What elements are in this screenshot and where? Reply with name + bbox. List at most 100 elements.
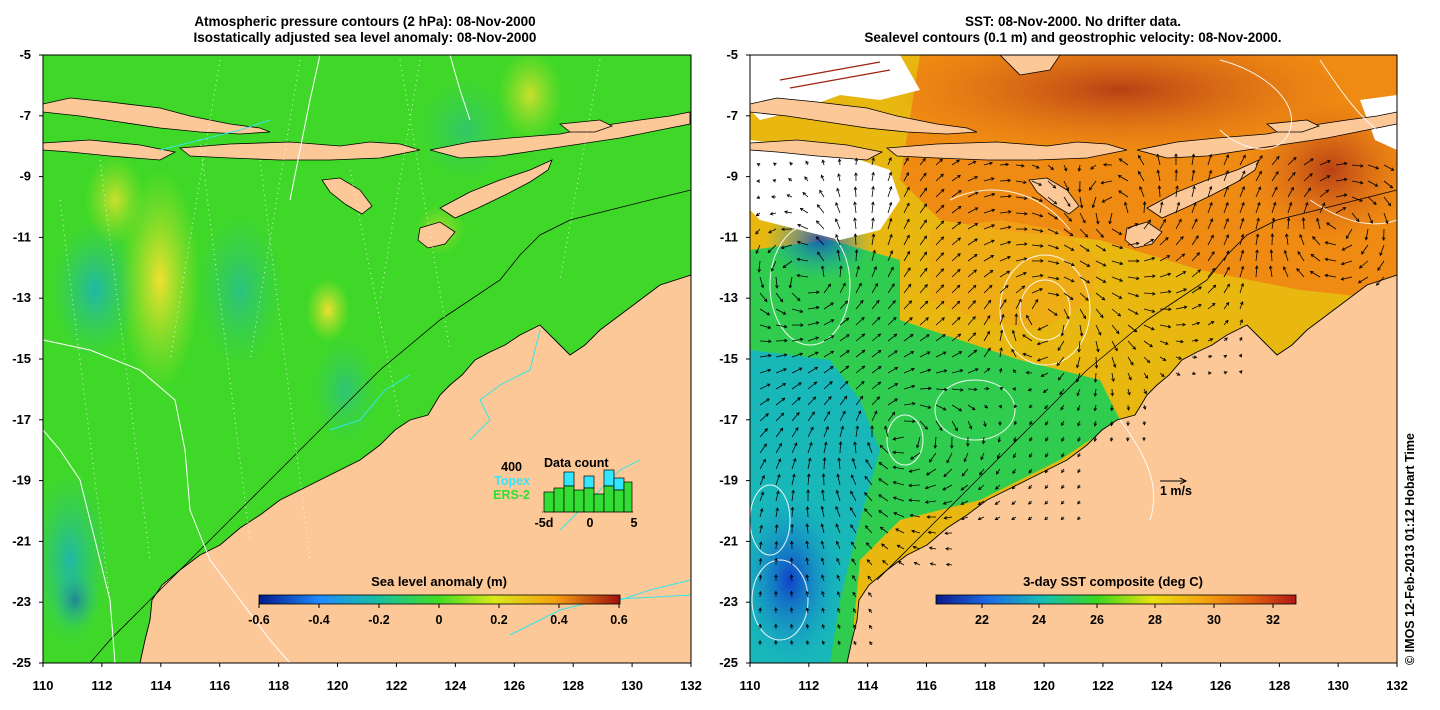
velocity-arrow [806,541,809,550]
velocity-arrowhead [987,347,991,352]
velocity-arrow [967,316,976,326]
velocity-arrowhead [1209,218,1214,222]
velocity-arrowhead [825,425,829,430]
velocity-arrow [817,251,825,262]
velocity-arrow [925,484,937,489]
velocity-arrow [935,404,946,411]
velocity-arrow [1319,175,1330,182]
velocity-arrowhead [790,639,794,644]
velocity-arrow [1223,234,1229,246]
velocity-arrow [878,494,889,502]
lon-label: 128 [1269,678,1291,693]
velocity-arrowhead [1008,194,1012,199]
velocity-arrow [919,300,928,310]
velocity-arrowhead [1162,218,1166,223]
velocity-arrow [887,283,895,294]
velocity-arrowhead [1242,154,1246,159]
velocity-arrowhead [856,265,860,270]
velocity-arrowhead [1118,158,1123,162]
velocity-arrowhead [1162,357,1167,361]
velocity-arrowhead [1013,454,1017,459]
velocity-arrow [837,591,841,598]
velocity-arrowhead [836,540,840,545]
velocity-arrow [1239,283,1244,294]
velocity-arrow [1124,202,1129,214]
velocity-arrowhead [889,233,893,238]
velocity-arrowhead [790,540,794,545]
velocity-arrow [1175,340,1184,343]
velocity-arrow [807,322,819,326]
velocity-arrowhead [1013,438,1017,442]
velocity-arrowhead [1045,421,1049,426]
velocity-arrowhead [844,300,849,305]
cloud-patch-west [750,140,900,240]
velocity-arrowhead [1212,284,1217,289]
velocity-arrow [1079,228,1088,238]
velocity-arrowhead [1225,218,1229,222]
velocity-arrow [983,209,995,214]
velocity-arrow [995,484,1001,490]
velocity-arrow [1379,244,1385,256]
velocity-arrow [879,445,889,454]
velocity-arrow [1031,164,1040,169]
velocity-arrowhead [1055,261,1060,265]
velocity-arrowhead [866,559,871,563]
velocity-arrowhead [978,486,982,491]
velocity-arrow [1191,304,1202,310]
velocity-arrowhead [893,316,897,321]
velocity-arrowhead [877,366,882,370]
velocity-arrow [1139,186,1145,198]
velocity-arrow [910,514,921,518]
velocity-arrowhead [835,202,839,206]
velocity-arrow [1287,217,1290,230]
velocity-arrowhead [1178,218,1182,223]
velocity-arrowhead [799,337,804,342]
velocity-arrow [1207,251,1215,262]
velocity-arrowhead [777,473,781,478]
velocity-arrowhead [1102,279,1107,283]
velocity-arrow [1095,324,1102,336]
velocity-arrowhead [1359,198,1363,202]
velocity-arrow [839,350,850,358]
velocity-arrow [999,299,1007,310]
velocity-arrowhead [1066,315,1070,320]
velocity-arrow [807,337,819,342]
velocity-arrowhead [850,474,855,479]
velocity-arrow [1031,180,1042,186]
velocity-arrowhead [1118,231,1123,235]
velocity-arrowhead [994,516,999,520]
velocity-arrowhead [1389,184,1394,189]
velocity-arrow [1239,301,1243,310]
velocity-arrowhead [986,367,991,372]
velocity-arrow [878,478,889,486]
velocity-arrow [930,563,937,566]
velocity-arrowhead [820,174,825,179]
velocity-arrow [1319,160,1331,166]
velocity-arrow [797,258,809,262]
velocity-arrowhead [944,387,948,392]
velocity-arrowhead [861,333,866,338]
velocity-arrowhead [858,282,862,287]
velocity-arrowhead [1211,251,1215,255]
lon-label: 112 [91,678,112,693]
velocity-arrowhead [1211,267,1216,272]
velocity-arrow [835,506,841,518]
velocity-arrowhead [927,368,932,373]
velocity-arrow [935,317,945,326]
lat-label: -9 [726,169,738,184]
velocity-arrowhead [821,473,826,477]
velocity-arrow [1207,218,1213,230]
velocity-arrowhead [906,250,911,255]
velocity-arrow [1312,236,1321,246]
velocity-arrow [1159,219,1166,230]
velocity-arrowhead [774,639,778,644]
velocity-arrowhead [845,317,850,322]
velocity-arrowhead [1084,233,1089,238]
velocity-arrowhead [894,398,898,402]
velocity-arrowhead [821,590,825,595]
velocity-arrow [903,351,914,358]
velocity-arrow [999,256,1011,262]
velocity-arrow [983,255,994,262]
velocity-arrow [1047,292,1059,296]
velocity-arrowhead [1070,247,1075,251]
